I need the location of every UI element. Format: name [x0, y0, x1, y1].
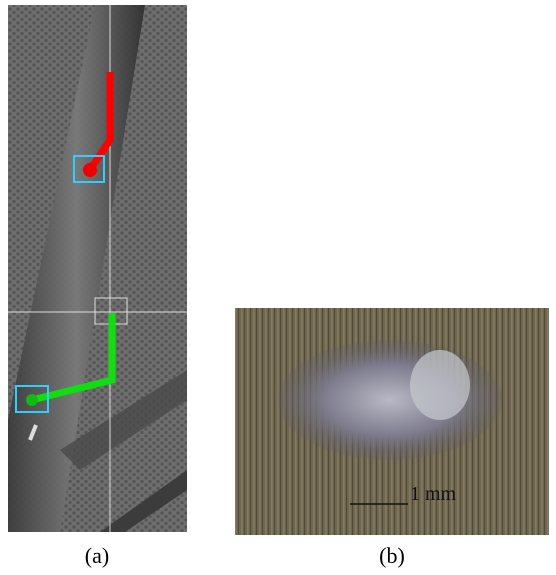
panel-b-image: 1 mm [235, 308, 549, 535]
panel-label: (b) [379, 543, 405, 568]
figure: 1 mm (a) (b) [0, 0, 556, 575]
panel-a-image [8, 5, 187, 532]
scale-bar-label: 1 mm [410, 483, 457, 505]
panel-label: (a) [85, 543, 109, 568]
